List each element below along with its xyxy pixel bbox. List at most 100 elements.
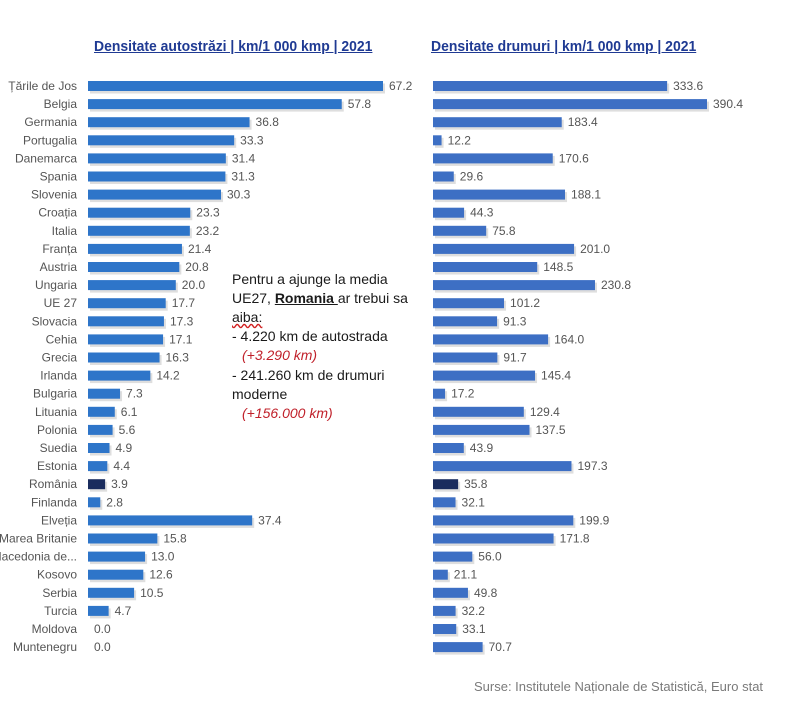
motorway-value-label: 20.0: [182, 278, 206, 292]
motorway-value-label: 30.3: [227, 188, 251, 202]
motorway-bar: [88, 406, 115, 417]
road-bar: [433, 243, 575, 254]
road-bar: [433, 225, 487, 236]
category-label: Slovacia: [32, 314, 78, 328]
category-label: Muntenegru: [13, 640, 77, 654]
motorway-bar: [88, 243, 182, 254]
motorway-value-label: 2.8: [106, 495, 123, 509]
category-label: Turcia: [44, 604, 77, 618]
note-romania: Romania: [274, 290, 338, 306]
road-bar: [433, 388, 446, 399]
motorway-value-label: 10.5: [140, 586, 164, 600]
road-value-label: 171.8: [560, 532, 590, 546]
road-value-label: 29.6: [460, 170, 484, 184]
road-bar: [433, 135, 442, 146]
motorway-bar: [88, 515, 253, 526]
road-bar: [433, 207, 465, 218]
motorway-value-label: 17.3: [170, 314, 194, 328]
category-label: Polonia: [37, 423, 77, 437]
road-value-label: 32.2: [462, 604, 486, 618]
motorway-bar: [88, 117, 250, 128]
road-bar: [433, 424, 530, 435]
road-value-label: 101.2: [510, 296, 540, 310]
road-value-label: 145.4: [541, 369, 571, 383]
motorway-value-label: 17.7: [172, 296, 196, 310]
road-value-label: 43.9: [470, 441, 494, 455]
road-value-label: 33.1: [462, 622, 486, 636]
road-value-label: 91.3: [503, 314, 527, 328]
category-label: Austria: [40, 260, 78, 274]
road-bar: [433, 153, 553, 164]
motorway-value-label: 14.2: [156, 369, 180, 383]
road-bar: [433, 515, 574, 526]
road-value-label: 75.8: [492, 224, 516, 238]
note-line-2-start: UE27,: [232, 290, 275, 306]
note-line-2: UE27, Romania ar trebui sa: [232, 289, 408, 308]
road-bar: [433, 370, 536, 381]
road-value-label: 44.3: [470, 206, 494, 220]
category-label: Lituania: [35, 405, 77, 419]
road-value-label: 201.0: [580, 242, 610, 256]
road-bar: [433, 605, 456, 616]
motorway-bar: [88, 316, 164, 327]
road-bar: [433, 171, 454, 182]
category-label: Kosovo: [37, 568, 77, 582]
motorway-bar: [88, 262, 180, 272]
road-value-label: 183.4: [568, 115, 598, 129]
motorway-bar: [88, 569, 144, 580]
road-bar: [433, 551, 473, 562]
motorway-value-label: 6.1: [121, 405, 138, 419]
source-note: Surse: Institutele Naționale de Statisti…: [474, 679, 764, 694]
motorway-value-label: 0.0: [94, 640, 111, 654]
motorway-value-label: 15.8: [163, 532, 187, 546]
category-label: Cehia: [46, 332, 78, 346]
road-value-label: 21.1: [454, 568, 478, 582]
motorway-bar: [88, 388, 121, 399]
motorway-value-label: 33.3: [240, 133, 264, 147]
right-chart-title: Densitate drumuri | km/1 000 kmp | 2021: [431, 38, 697, 55]
road-value-label: 137.5: [536, 423, 566, 437]
category-label: Portugalia: [23, 133, 77, 147]
motorway-bar: [88, 551, 146, 562]
motorway-value-label: 3.9: [111, 477, 128, 491]
category-label: Slovenia: [31, 188, 77, 202]
category-label: Moldova: [32, 622, 78, 636]
category-label: Croația: [38, 206, 77, 220]
motorway-bar: [88, 370, 151, 381]
motorway-bar: [88, 497, 101, 508]
road-bar: [433, 352, 498, 363]
category-label: Franța: [42, 242, 77, 256]
road-value-label: 188.1: [571, 188, 601, 202]
category-label: Țările de Jos: [8, 79, 77, 93]
motorway-bar: [88, 225, 190, 236]
category-label: Bulgaria: [33, 387, 77, 401]
note-line-7: moderne: [232, 386, 288, 402]
category-label: Marea Britanie: [0, 532, 77, 546]
note-line-5: (+3.290 km): [242, 347, 318, 363]
road-value-label: 199.9: [579, 513, 609, 527]
motorway-value-label: 36.8: [256, 115, 280, 129]
note-line-3: aiba:: [232, 309, 263, 325]
road-density-chart: 333.6 390.4 183.4 12.2 170.6 29.6 188.1 44.3 75.…: [433, 79, 743, 655]
road-value-label: 164.0: [554, 332, 584, 346]
motorway-value-label: 16.3: [166, 351, 190, 365]
category-label: Suedia: [40, 441, 78, 455]
road-bar: [433, 117, 562, 128]
road-bar: [433, 406, 524, 417]
motorway-bar: [88, 605, 109, 616]
motorway-value-label: 23.3: [196, 206, 220, 220]
category-label: Elveția: [41, 513, 77, 527]
road-bar: [433, 334, 549, 345]
motorway-bar: [88, 99, 342, 110]
motorway-value-label: 4.7: [115, 604, 132, 618]
road-value-label: 170.6: [559, 151, 589, 165]
category-label: Italia: [52, 224, 78, 238]
road-bar: [433, 81, 668, 91]
note-line-6: - 241.260 km de drumuri: [232, 367, 385, 383]
category-label: Germania: [24, 115, 77, 129]
road-value-label: 390.4: [713, 97, 743, 111]
motorway-density-chart: Țările de Jos 67.2 Belgia 57.8 Germania 36.8 P…: [0, 79, 413, 654]
road-bar: [433, 569, 448, 580]
motorway-value-label: 20.8: [185, 260, 209, 274]
